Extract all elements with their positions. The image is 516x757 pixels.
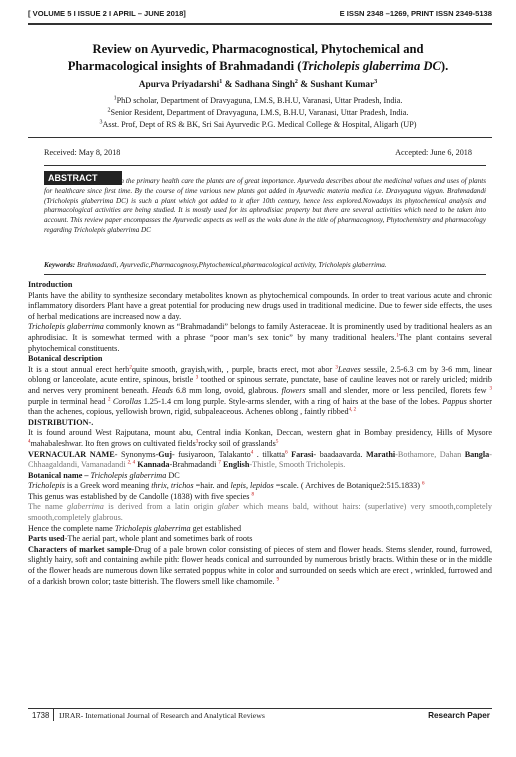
affiliation-1: 1PhD scholar, Department of Dravyaguna, … bbox=[113, 95, 403, 105]
keywords-rule bbox=[44, 274, 486, 275]
footer-rule bbox=[28, 708, 492, 709]
page-number: 1738 bbox=[32, 711, 50, 720]
title-species: Tricholepis glaberrima DC bbox=[301, 59, 441, 73]
etymology-paragraph: Tricholepis is a Greek word meaning thri… bbox=[28, 481, 425, 491]
paper-title: Review on Ayurvedic, Pharmacognostical, … bbox=[30, 41, 486, 75]
accepted-date: Accepted: June 6, 2018 bbox=[395, 148, 472, 157]
author-1: Apurva Priyadarshi bbox=[138, 80, 220, 90]
running-header: [ VOLUME 5 I ISSUE 2 I APRIL – JUNE 2018… bbox=[28, 9, 492, 23]
article-type: Research Paper bbox=[428, 711, 490, 720]
keywords-label: Keywords: bbox=[44, 261, 76, 269]
title-line-2: Pharmacological insights of Brahmadandi … bbox=[67, 59, 449, 73]
abstract-text: In the primary health care the plants ar… bbox=[44, 177, 486, 234]
author-2: Sadhana Singh bbox=[234, 80, 295, 90]
author-list: Apurva Priyadarshi1 & Sadhana Singh2 & S… bbox=[138, 78, 378, 90]
distribution-paragraph: It is found around West Rajputana, mount… bbox=[28, 428, 492, 448]
title-line-1: Review on Ayurvedic, Pharmacognostical, … bbox=[92, 42, 424, 56]
journal-name: IJRAR- International Journal of Research… bbox=[59, 711, 265, 720]
vernacular-paragraph: VERNACULAR NAME- Synonyms-Guj- fusiyaroo… bbox=[28, 449, 492, 470]
volume-info: [ VOLUME 5 I ISSUE 2 I APRIL – JUNE 2018… bbox=[28, 9, 186, 18]
keywords: Keywords: Brahmadandi, Ayurvedic,Pharmac… bbox=[44, 261, 486, 269]
received-date: Received: May 8, 2018 bbox=[44, 148, 121, 157]
glaberrima-paragraph: The name glaberrima is derived from a la… bbox=[28, 502, 493, 523]
keywords-text: Brahmadandi, Ayurvedic,Pharmacognosy,Phy… bbox=[76, 261, 387, 269]
intro-paragraph-1: Plants have the ability to synthesize se… bbox=[28, 290, 492, 321]
page-footer: 1738 IJRAR- International Journal of Res… bbox=[28, 709, 492, 723]
dates-row: Received: May 8, 2018 Accepted: June 6, … bbox=[44, 148, 472, 157]
affiliation-3: 3Asst. Prof, Dept of RS & BK, Sri Sai Ay… bbox=[99, 119, 417, 129]
section-heading-introduction: Introduction bbox=[28, 280, 73, 289]
parts-used-line: Parts used-The aerial part, whole plant … bbox=[28, 534, 253, 544]
footer-divider bbox=[53, 709, 54, 721]
complete-name-line: Hence the complete name Tricholepis glab… bbox=[28, 523, 242, 533]
abstract-label: ABSTRACT bbox=[44, 171, 122, 185]
botanical-name-line: Botanical name – Tricholepis glaberrima … bbox=[28, 470, 180, 480]
issn-info: E ISSN 2348 –1269, PRINT ISSN 2349-5138 bbox=[339, 9, 492, 18]
author-3: Sushant Kumar bbox=[310, 80, 375, 90]
body-text: Introduction Plants have the ability to … bbox=[28, 280, 492, 587]
affiliation-2: 2Senior Resident, Department of Dravyagu… bbox=[107, 107, 409, 117]
dates-rule bbox=[44, 165, 486, 166]
section-heading-botanical: Botanical description bbox=[28, 354, 103, 364]
affiliation-rule bbox=[28, 137, 492, 138]
intro-paragraph-2: Tricholepis glaberrima commonly known as… bbox=[28, 322, 492, 353]
botanical-paragraph: It is a stout annual erect herb2quite sm… bbox=[28, 364, 493, 417]
genus-line: This genus was established by de Candoll… bbox=[28, 491, 255, 501]
market-sample-paragraph: Characters of market sample-Drug of a pa… bbox=[28, 544, 492, 586]
header-rule bbox=[28, 23, 492, 25]
section-heading-distribution: DISTRIBUTION-. bbox=[28, 417, 94, 427]
